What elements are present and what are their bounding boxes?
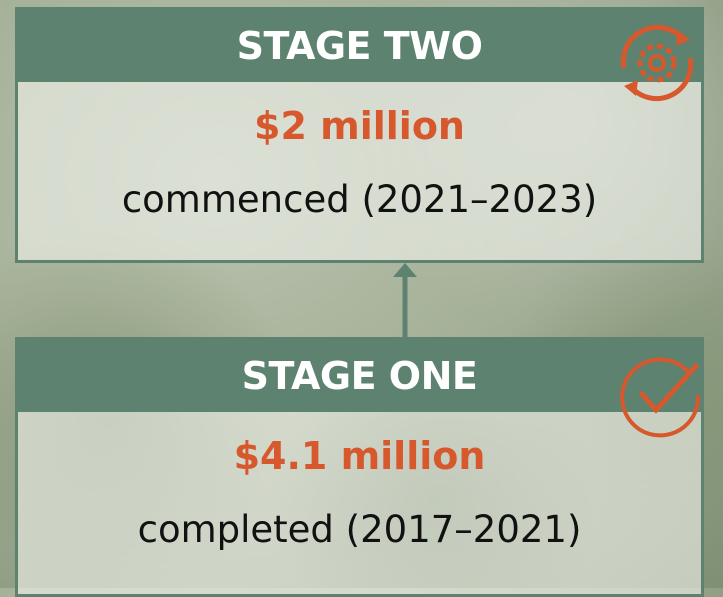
page: STAGE TWO $2 million commenced (2021–202… xyxy=(0,0,723,588)
stage-status: commenced (2021–2023) xyxy=(18,178,701,221)
gear-icon xyxy=(612,18,702,108)
stage-amount: $2 million xyxy=(18,104,701,148)
stage-box: STAGE ONE $4.1 million completed (2017–2… xyxy=(15,337,704,597)
stage-title: STAGE TWO xyxy=(18,10,701,82)
check-icon xyxy=(618,352,704,438)
stage-status: completed (2017–2021) xyxy=(18,508,701,551)
stage-title: STAGE ONE xyxy=(18,340,701,412)
stage-amount: $4.1 million xyxy=(18,434,701,478)
stage-box: STAGE TWO $2 million commenced (2021–202… xyxy=(15,7,704,263)
